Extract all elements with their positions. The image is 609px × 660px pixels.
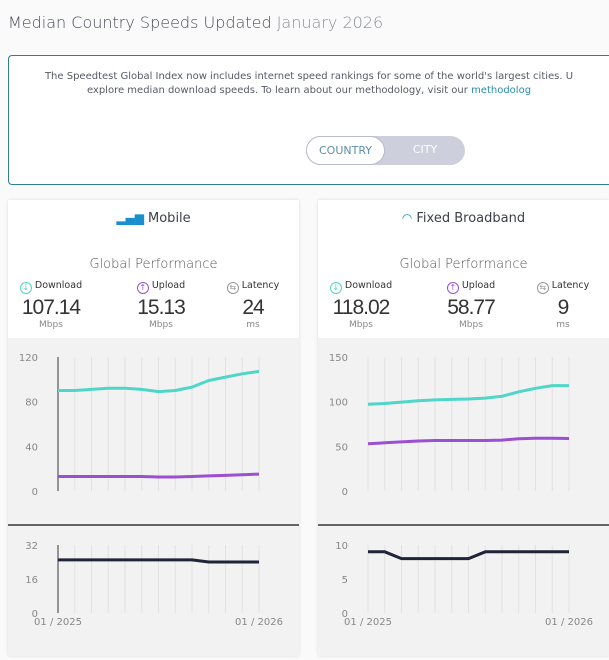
fixed-charts: 0 50 100 150 01 / 2025 01 / 2026 0 5 10 (318, 338, 609, 656)
metric-unit: ms (246, 320, 260, 330)
metric-label: Upload (151, 280, 186, 291)
metric-label: Latency (241, 280, 280, 291)
metric-value: 58.77 (447, 296, 496, 319)
info-text-line2-text: explore median download speeds. To learn… (86, 85, 472, 96)
series-line (367, 436, 570, 446)
metric-unit: Mbps (459, 320, 483, 330)
fixed-broadband-card: ◠ Fixed Broadband Global Performance ↓ Dow… (318, 200, 609, 656)
upload-icon: ↑ (446, 282, 459, 294)
toggle-city[interactable]: CITY (412, 143, 438, 156)
y-tick-label: 80 (25, 398, 38, 409)
y-tick-label: 10 (335, 541, 348, 552)
download-icon: ↓ (329, 282, 342, 294)
metric-unit: Mbps (349, 320, 373, 330)
download-metric: ↓ Download 107.14 Mbps (11, 280, 91, 330)
y-tick-label: 150 (329, 353, 348, 364)
metric-value: 24 (242, 296, 264, 319)
series-line (58, 558, 259, 564)
y-tick-label: 16 (25, 575, 38, 586)
upload-icon: ↑ (136, 282, 149, 294)
x-tick-label: 01 / 2026 (545, 617, 593, 628)
y-tick-label: 32 (25, 541, 38, 552)
y-tick-label: 0 (342, 609, 348, 620)
fixed-chart-svg: 0 50 100 150 01 / 2025 01 / 2026 0 5 10 (318, 353, 609, 628)
metric-value: 9 (557, 296, 570, 319)
info-box: The Speedtest Global Index now includes … (8, 55, 609, 185)
card-title-text: Fixed Broadband (416, 211, 526, 226)
latency-icon: ⇆ (536, 282, 549, 294)
metric-label: Latency (551, 280, 590, 291)
upload-metric: ↑ Upload 58.77 Mbps (431, 280, 511, 330)
toggle-country[interactable]: COUNTRY (306, 136, 385, 165)
metric-label: Upload (461, 280, 496, 291)
global-performance-label: Global Performance (89, 257, 218, 272)
series-line (367, 384, 569, 406)
info-text: The Speedtest Global Index now includes … (9, 70, 609, 98)
methodology-link[interactable]: methodolog (471, 85, 532, 96)
wifi-icon: ◠ (401, 211, 413, 225)
y-tick-label: 5 (342, 575, 348, 586)
y-tick-label: 40 (25, 442, 38, 453)
y-tick-label: 50 (335, 442, 348, 453)
metric-value: 15.13 (137, 296, 186, 319)
mobile-charts: 0 40 80 120 01 / 2025 01 / 2026 0 16 32 (8, 338, 299, 656)
y-tick-label: 120 (19, 353, 38, 364)
card-title: ◠ Fixed Broadband (318, 211, 609, 226)
country-city-toggle[interactable]: COUNTRY CITY (306, 136, 465, 165)
series-line (58, 369, 260, 394)
metric-label: Download (34, 280, 83, 291)
x-tick-label: 01 / 2025 (344, 617, 392, 628)
global-performance-label: Global Performance (399, 257, 528, 272)
metric-unit: Mbps (39, 320, 63, 330)
metric-unit: ms (556, 320, 570, 330)
card-title-text: Mobile (148, 211, 191, 226)
signal-bars-icon: ▂▄▆ (116, 211, 145, 225)
info-text-line1: The Speedtest Global Index now includes … (44, 71, 574, 82)
metric-value: 107.14 (21, 296, 81, 319)
y-tick-label: 100 (329, 398, 348, 409)
mobile-chart-svg: 0 40 80 120 01 / 2025 01 / 2026 0 16 32 (8, 353, 299, 628)
x-tick-label: 01 / 2026 (235, 617, 283, 628)
download-metric: ↓ Download 118.02 Mbps (321, 280, 401, 330)
y-tick-label: 0 (342, 487, 348, 498)
page-title: Median Country Speeds Updated January 20… (8, 13, 383, 32)
download-icon: ↓ (19, 282, 32, 294)
title-text: Median Country Speeds Updated (8, 13, 272, 32)
metric-label: Download (344, 280, 393, 291)
info-text-line2: explore median download speeds. To learn… (21, 84, 597, 98)
metric-unit: Mbps (149, 320, 173, 330)
title-date: January 2026 (276, 13, 384, 32)
metric-value: 118.02 (332, 296, 391, 319)
series-line (368, 550, 569, 561)
card-title: ▂▄▆ Mobile (8, 211, 299, 226)
y-tick-label: 0 (32, 487, 38, 498)
mobile-card: ▂▄▆ Mobile Global Performance ↓ Download 10… (8, 200, 299, 656)
latency-metric: ⇆ Latency 9 ms (523, 280, 603, 330)
latency-metric: ⇆ Latency 24 ms (213, 280, 293, 330)
upload-metric: ↑ Upload 15.13 Mbps (121, 280, 201, 330)
x-tick-label: 01 / 2025 (34, 617, 82, 628)
latency-icon: ⇆ (226, 282, 239, 294)
series-line (58, 472, 260, 479)
y-tick-label: 0 (32, 609, 38, 620)
